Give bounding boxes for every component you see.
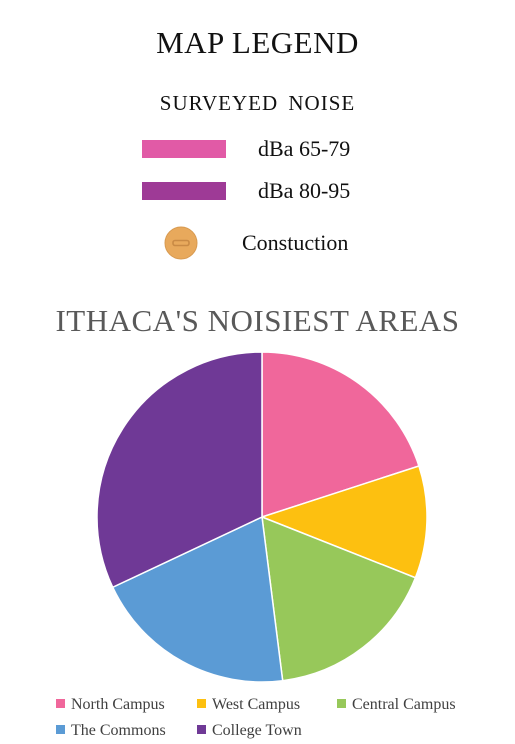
legend-label-college-town: College Town — [212, 722, 302, 739]
legend-item-central-campus: Central Campus — [337, 696, 456, 714]
legend-label-west-campus: West Campus — [212, 696, 301, 713]
pie-slice-the-commons — [111, 515, 284, 683]
label-construction: Constuction — [242, 230, 349, 255]
legend-item-north-campus: North Campus — [56, 696, 165, 714]
construction-icon — [164, 226, 198, 260]
pie-slice-central-campus — [261, 515, 417, 682]
legend-label-central-campus: Central Campus — [352, 696, 456, 713]
legend-title: MAP LEGEND — [156, 25, 359, 60]
legend-item-the-commons: The Commons — [56, 722, 166, 740]
pie-chart — [96, 351, 428, 683]
legend-subtitle: SURVEYED NOISE — [159, 91, 356, 115]
legend-label-the-commons: The Commons — [71, 722, 166, 739]
legend-label-north-campus: North Campus — [71, 696, 165, 713]
label-dba-80-95: dBa 80-95 — [258, 178, 351, 203]
legend-item-west-campus: West Campus — [197, 696, 300, 714]
swatch-dba-65-79 — [142, 140, 226, 158]
swatch-dba-80-95 — [142, 182, 226, 200]
pie-slice-college-town — [96, 351, 263, 589]
pie-slice-north-campus — [261, 351, 420, 519]
legend-item-college-town: College Town — [197, 722, 302, 740]
chart-title: ITHACA'S NOISIEST AREAS — [55, 303, 460, 338]
pie-slice-west-campus — [259, 465, 428, 579]
label-dba-65-79: dBa 65-79 — [258, 136, 351, 161]
